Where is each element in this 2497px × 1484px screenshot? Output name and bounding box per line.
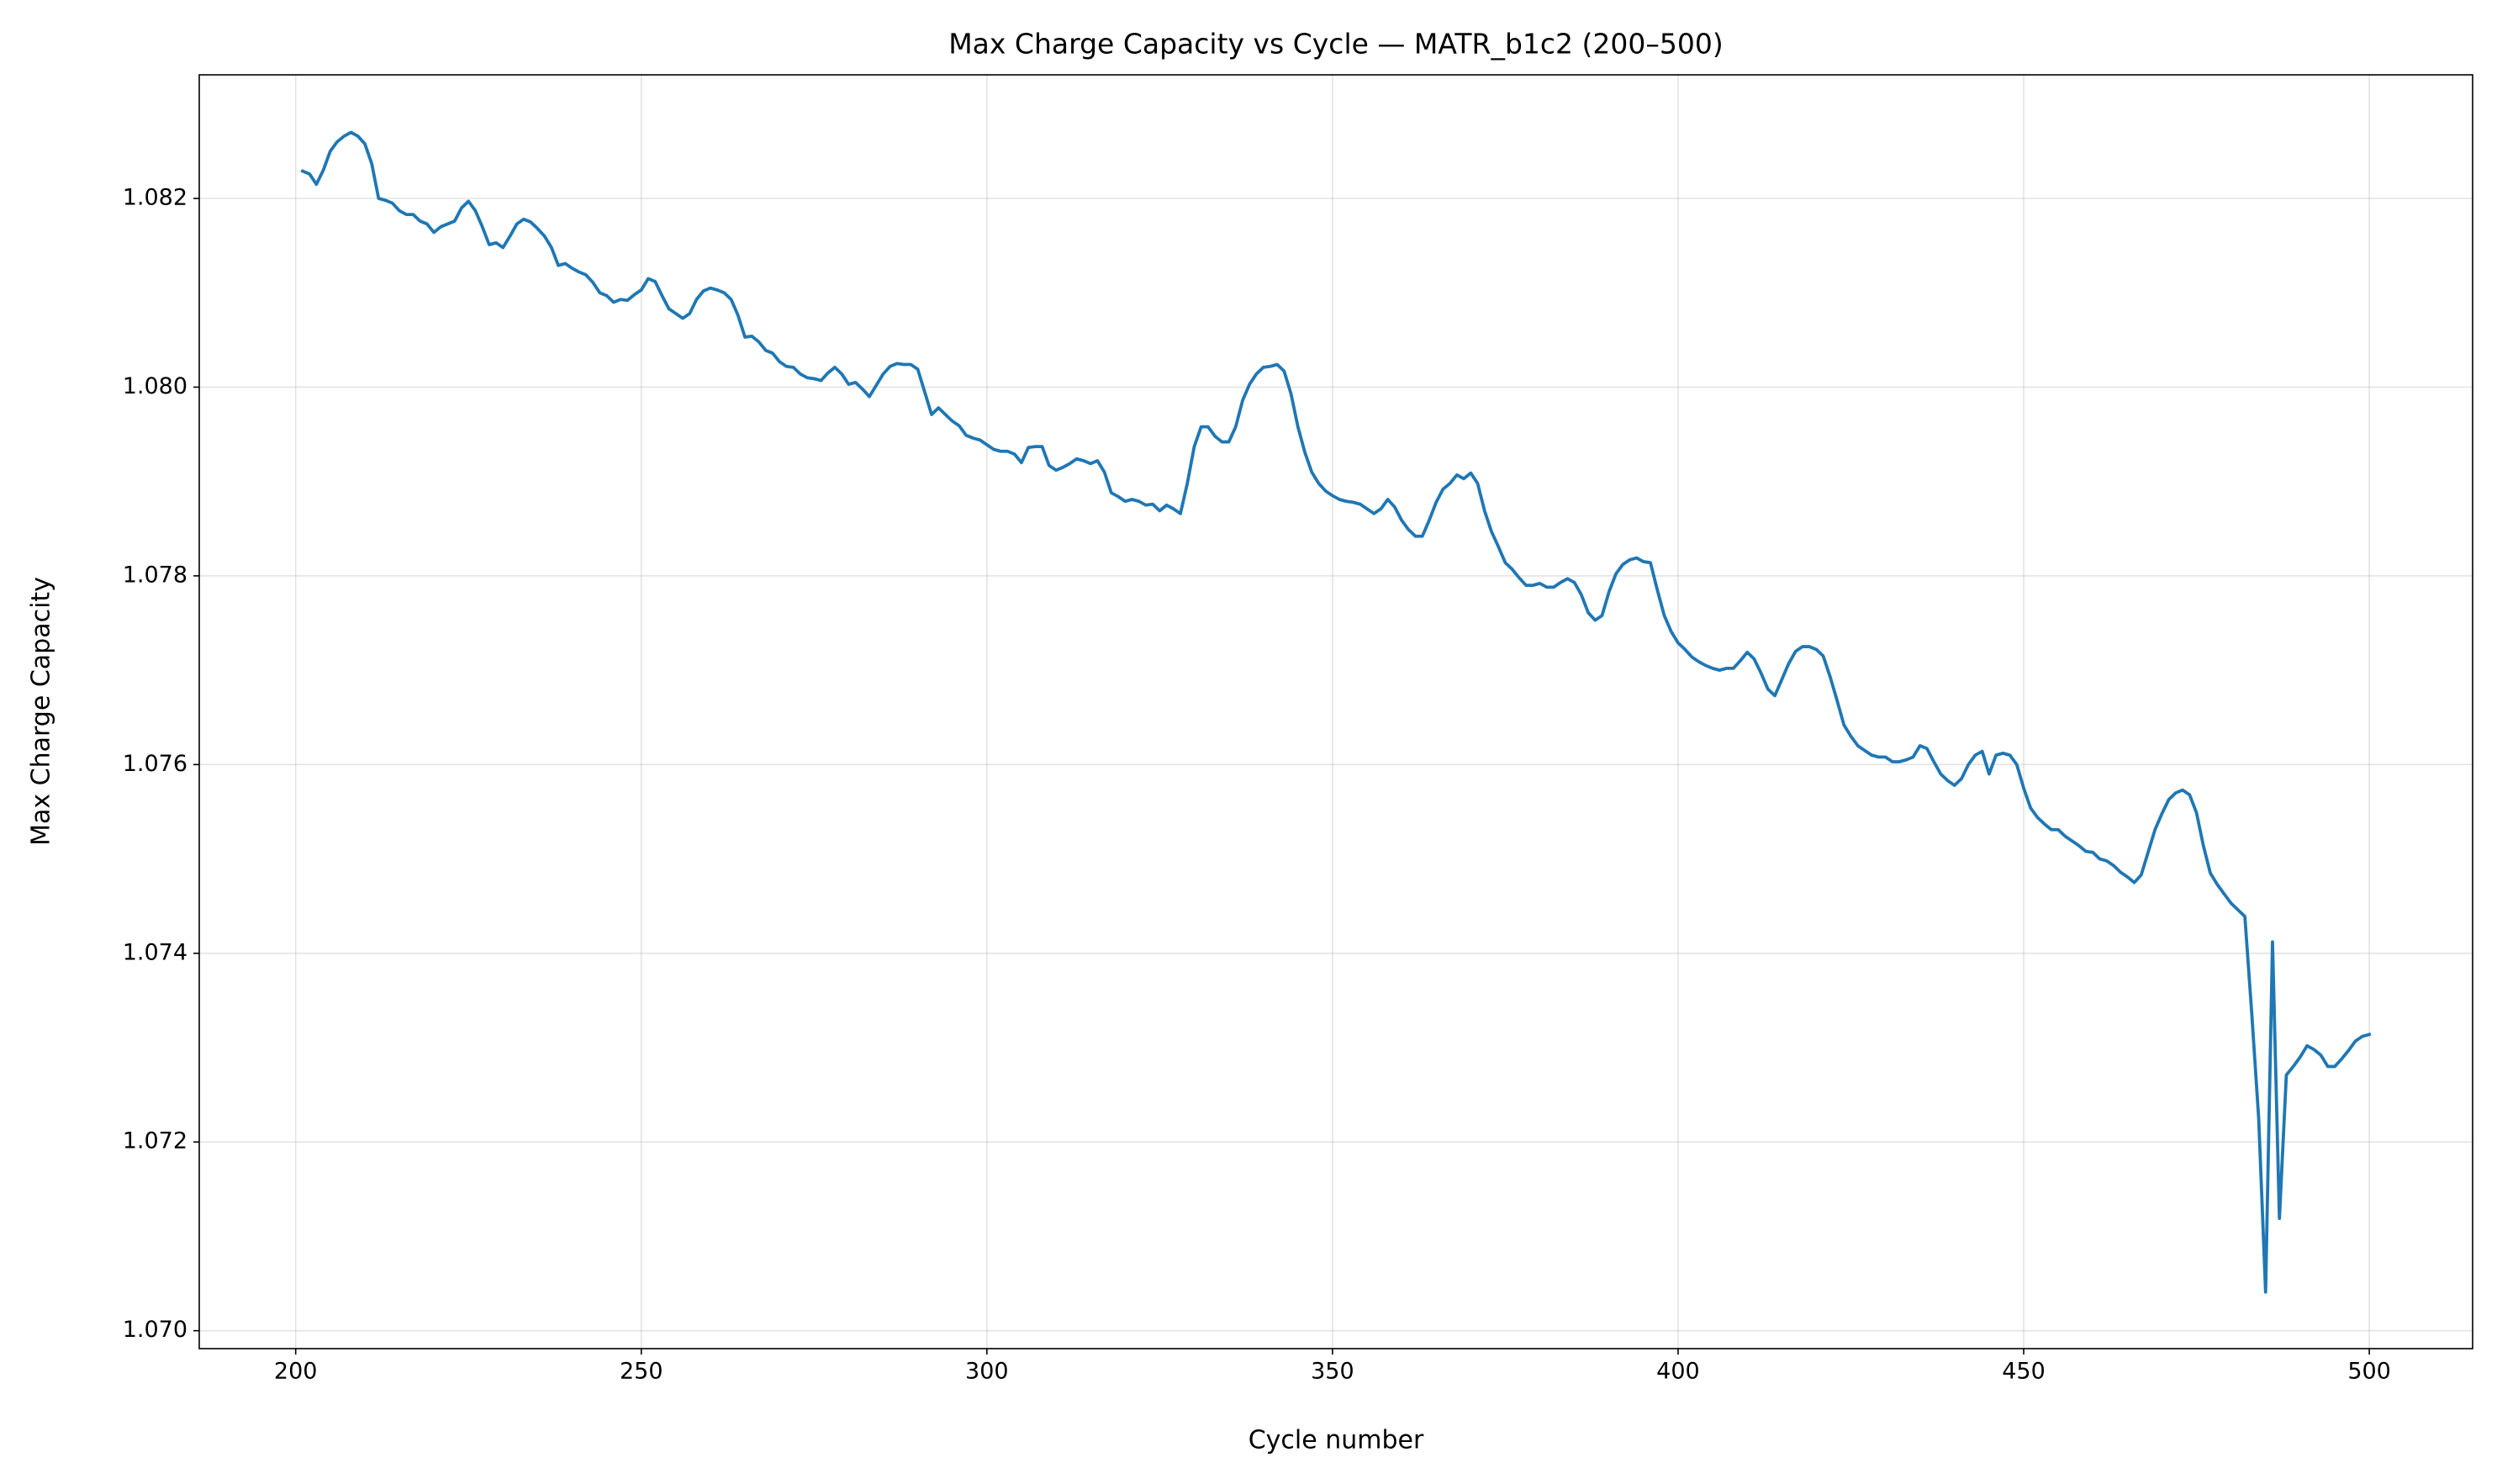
y-tick-label: 1.072 [123,1128,187,1154]
ticks: 200 250 300 350 400 450 500 1.070 1.072 1.074 1.07… [123,185,2391,1385]
x-tick-label: 500 [2347,1359,2391,1385]
y-tick-label: 1.076 [123,751,187,777]
x-axis-label: Cycle number [1248,1426,1424,1455]
y-tick-label: 1.080 [123,373,187,399]
plot-data [300,130,2372,1294]
y-tick-label: 1.082 [123,185,187,211]
x-tick-label: 350 [1311,1359,1354,1385]
x-tick-label: 450 [2002,1359,2046,1385]
y-tick-label: 1.070 [123,1317,187,1343]
grid [199,75,2473,1349]
x-tick-label: 300 [965,1359,1009,1385]
plot-frame [198,74,2473,1349]
y-tick-label: 1.078 [123,562,187,588]
x-tick-label: 200 [274,1359,318,1385]
x-tick-label: 250 [620,1359,663,1385]
chart-title: Max Charge Capacity vs Cycle — MATR_b1c2… [948,28,1724,61]
x-tick-label: 400 [1656,1359,1700,1385]
y-tick-label: 1.074 [123,939,187,965]
data-line [300,130,2372,1294]
y-axis-label: Max Charge Capacity [27,577,56,846]
